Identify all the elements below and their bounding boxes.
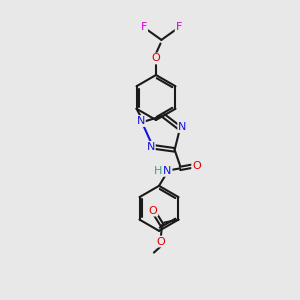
Text: F: F [176,22,182,32]
Text: O: O [148,206,158,216]
Text: F: F [141,22,147,32]
Text: N: N [136,116,145,126]
Text: O: O [192,161,201,171]
Text: N: N [146,142,155,152]
Text: O: O [152,53,160,64]
Text: H: H [154,166,163,176]
Text: N: N [163,166,172,176]
Text: N: N [178,122,187,132]
Text: O: O [156,236,165,247]
